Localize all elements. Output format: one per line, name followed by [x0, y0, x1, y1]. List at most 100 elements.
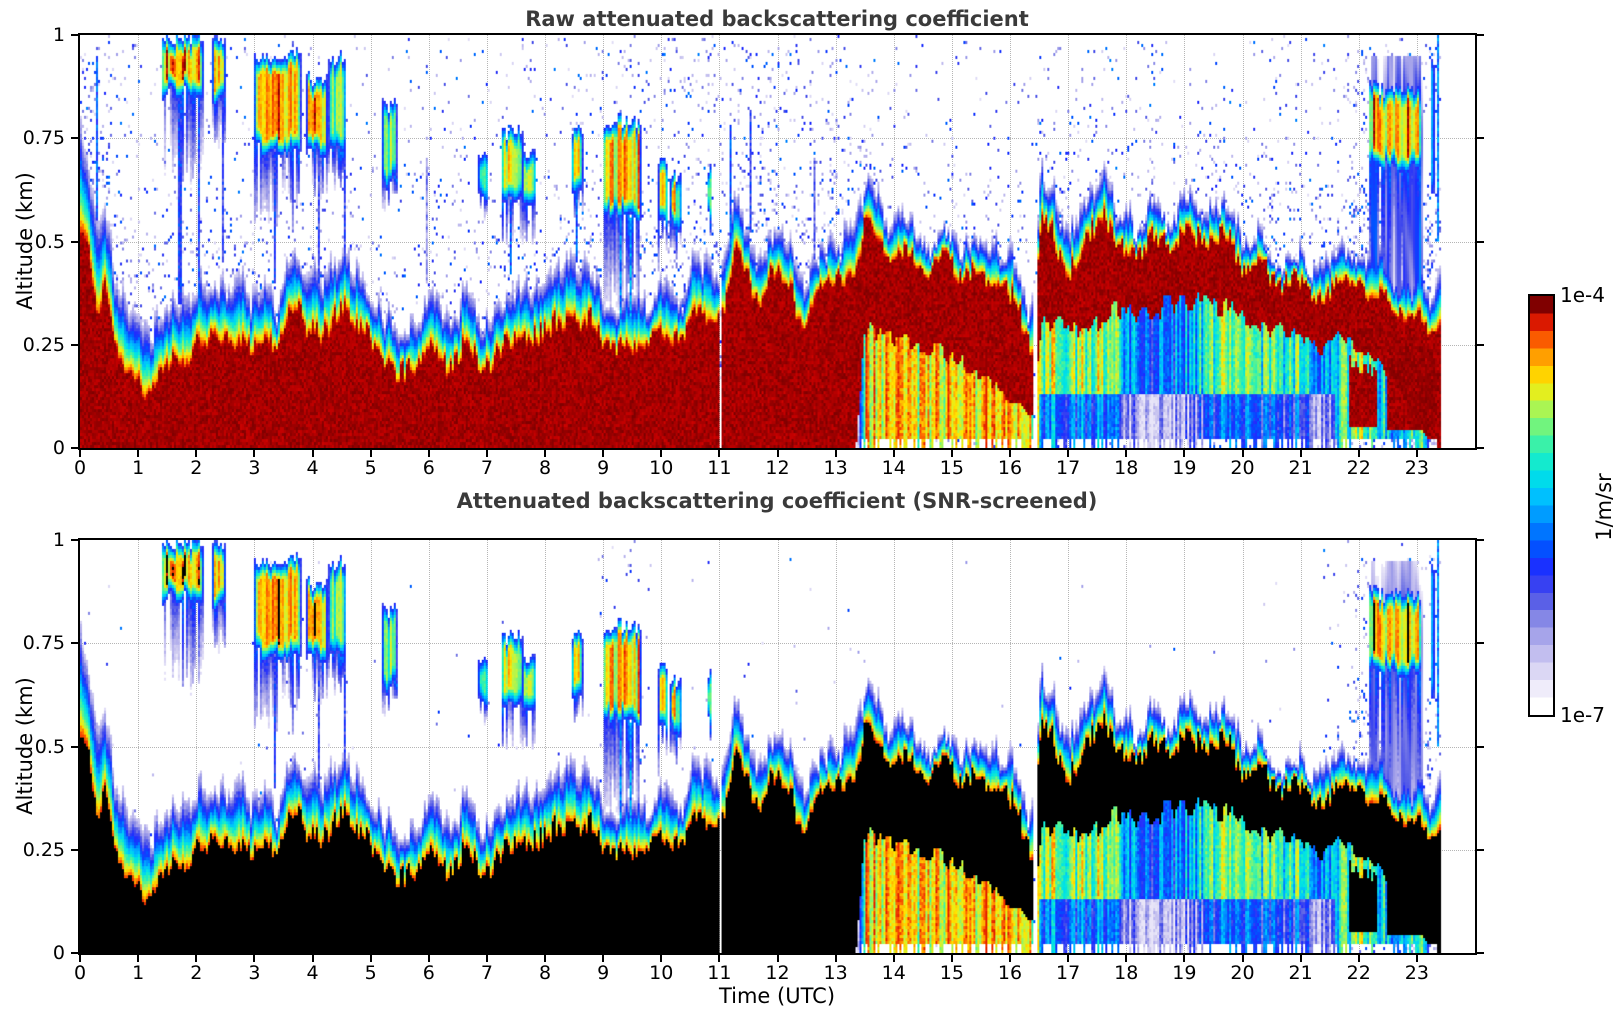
x-tick-label: 10 [649, 962, 674, 984]
x-tick-mark [195, 450, 198, 457]
x-tick-label: 17 [1056, 457, 1081, 479]
x-tick-mark [718, 450, 721, 457]
x-tick-label: 14 [881, 457, 906, 479]
x-tick-mark [950, 450, 953, 457]
x-tick-mark [660, 450, 663, 457]
x-tick-label: 3 [248, 457, 261, 479]
x-tick-label: 3 [248, 962, 261, 984]
x-tick-mark [776, 955, 779, 962]
y-tick-mark-right [1477, 240, 1484, 243]
x-tick-label: 9 [597, 962, 610, 984]
y-tick-mark-right [1477, 447, 1484, 449]
panel1-plot-area [78, 33, 1477, 450]
x-tick-mark [834, 450, 837, 457]
x-tick-label: 11 [707, 457, 732, 479]
x-tick-label: 4 [306, 962, 319, 984]
x-tick-mark [1241, 955, 1244, 962]
y-tick-label: 0.25 [22, 838, 65, 861]
x-tick-mark [1299, 450, 1302, 457]
x-tick-mark [1299, 955, 1302, 962]
x-tick-label: 11 [707, 962, 732, 984]
x-tick-mark [1125, 450, 1128, 457]
x-tick-mark [427, 450, 430, 457]
x-tick-label: 8 [538, 457, 552, 479]
y-tick-label: 0 [52, 437, 65, 459]
x-tick-mark [79, 955, 81, 962]
x-tick-label: 20 [1230, 457, 1255, 479]
x-tick-label: 1 [132, 457, 145, 479]
x-tick-label: 0 [73, 962, 87, 984]
x-axis-label: Time (UTC) [718, 984, 836, 1008]
x-tick-label: 2 [190, 962, 203, 984]
x-tick-mark [892, 450, 895, 457]
x-tick-label: 16 [997, 962, 1023, 984]
y-tick-mark [71, 642, 78, 645]
x-tick-mark [1415, 450, 1418, 457]
x-tick-mark [1357, 450, 1360, 457]
x-tick-label: 12 [765, 457, 790, 479]
y-tick-mark [71, 137, 78, 140]
x-tick-label: 9 [597, 457, 610, 479]
x-tick-label: 20 [1230, 962, 1255, 984]
y-tick-mark [71, 240, 78, 243]
x-tick-label: 4 [306, 457, 319, 479]
x-tick-mark [1357, 955, 1360, 962]
x-tick-mark [369, 450, 372, 457]
x-tick-label: 7 [480, 457, 493, 479]
x-tick-label: 5 [364, 457, 377, 479]
x-tick-mark [718, 955, 721, 962]
x-tick-label: 5 [364, 962, 377, 984]
x-tick-label: 13 [823, 962, 848, 984]
y-tick-mark [71, 343, 78, 346]
x-tick-mark [1241, 450, 1244, 457]
x-tick-mark [544, 955, 546, 962]
y-tick-mark-right [1477, 343, 1484, 346]
x-tick-mark [834, 955, 837, 962]
colorbar-gradient [1530, 296, 1553, 715]
y-tick-label: 1 [52, 529, 65, 551]
x-tick-mark [369, 955, 372, 962]
y-tick-label: 0.5 [34, 735, 65, 758]
y-tick-label: 0.25 [22, 333, 65, 356]
x-tick-label: 15 [939, 962, 964, 984]
y-tick-label: 1 [52, 24, 65, 46]
y-tick-mark [71, 952, 78, 954]
x-tick-mark [892, 955, 895, 962]
x-tick-mark [950, 955, 953, 962]
x-tick-mark [660, 955, 663, 962]
y-tick-mark-right [1477, 848, 1484, 851]
x-tick-label: 23 [1404, 962, 1429, 984]
x-tick-label: 14 [881, 962, 906, 984]
x-tick-mark [1009, 955, 1011, 962]
x-tick-label: 22 [1346, 962, 1371, 984]
y-tick-mark-right [1477, 952, 1484, 954]
x-tick-mark [137, 450, 140, 457]
x-tick-label: 1 [132, 962, 145, 984]
x-tick-label: 13 [823, 457, 848, 479]
x-tick-mark [311, 450, 314, 457]
y-tick-mark-right [1477, 745, 1484, 748]
colorbar-min-label: 1e-7 [1560, 703, 1605, 727]
x-tick-mark [776, 450, 779, 457]
x-tick-label: 22 [1346, 457, 1371, 479]
x-tick-mark [1183, 450, 1186, 457]
x-tick-label: 16 [997, 457, 1023, 479]
x-tick-mark [427, 955, 430, 962]
x-tick-mark [137, 955, 140, 962]
y-tick-mark-right [1477, 642, 1484, 645]
x-tick-mark [1125, 955, 1128, 962]
x-tick-mark [311, 955, 314, 962]
panel1-title: Raw attenuated backscattering coefficien… [525, 7, 1029, 31]
x-tick-label: 8 [538, 962, 552, 984]
x-tick-label: 6 [422, 962, 435, 984]
panel1-heatmap-canvas [80, 35, 1475, 448]
x-tick-label: 18 [1114, 962, 1139, 984]
x-tick-mark [485, 450, 488, 457]
x-tick-mark [1009, 450, 1011, 457]
x-tick-mark [602, 955, 605, 962]
x-tick-label: 2 [190, 457, 203, 479]
x-tick-mark [1067, 450, 1070, 457]
y-tick-label: 0.5 [34, 230, 65, 253]
panel2-heatmap-canvas [80, 540, 1475, 953]
